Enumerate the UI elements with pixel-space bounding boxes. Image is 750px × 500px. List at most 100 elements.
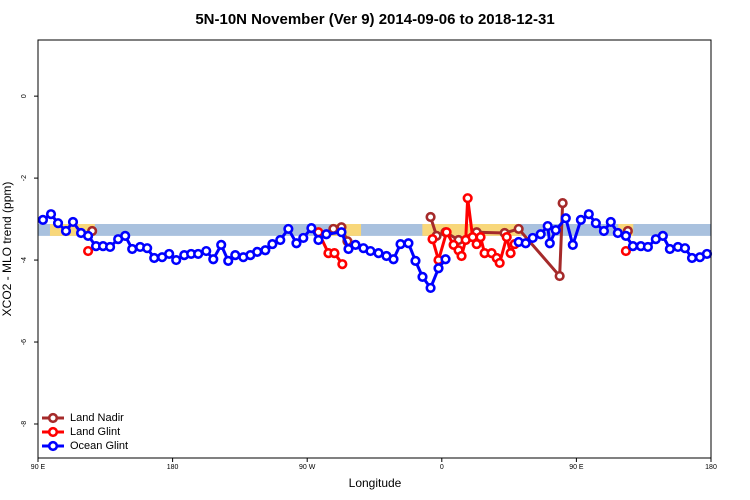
- point: [52, 218, 64, 229]
- point: [575, 214, 586, 226]
- point: [67, 216, 79, 228]
- point: [275, 234, 286, 246]
- point: [560, 213, 571, 224]
- point: [60, 225, 72, 237]
- point: [657, 230, 668, 241]
- point: [433, 263, 444, 274]
- y-tick-label: -2: [21, 175, 28, 181]
- point: [475, 232, 486, 243]
- band: [422, 224, 522, 236]
- band: [38, 224, 711, 236]
- point: [321, 229, 332, 240]
- y-tick-label: -6: [21, 339, 28, 345]
- point: [216, 239, 227, 251]
- band: [331, 224, 362, 236]
- legend-marker: [47, 426, 59, 438]
- point: [306, 223, 317, 234]
- point: [557, 198, 568, 209]
- point: [554, 270, 565, 282]
- point: [501, 232, 512, 243]
- point: [260, 245, 271, 256]
- legend-marker: [47, 440, 59, 452]
- point: [686, 252, 698, 264]
- y-tick-label: -8: [21, 421, 28, 427]
- point: [171, 254, 182, 266]
- point: [298, 232, 309, 244]
- x-axis-label: Longitude: [349, 476, 402, 490]
- x-tick-label: 90 E: [569, 464, 584, 471]
- point: [283, 223, 294, 235]
- x-tick-label: 0: [440, 464, 444, 471]
- x-tick-label: 180: [705, 464, 717, 471]
- point: [208, 254, 219, 265]
- point: [440, 254, 451, 265]
- point: [37, 214, 49, 226]
- point: [550, 225, 561, 236]
- point: [336, 227, 347, 238]
- point: [223, 255, 234, 266]
- point: [291, 238, 302, 249]
- point: [456, 250, 467, 262]
- point: [494, 257, 505, 269]
- point: [567, 239, 578, 251]
- point: [267, 238, 278, 250]
- point: [612, 227, 623, 239]
- point: [403, 238, 414, 249]
- point: [252, 246, 263, 257]
- point: [598, 225, 610, 237]
- band: [49, 224, 95, 236]
- point: [365, 245, 376, 257]
- point: [395, 238, 406, 250]
- legend-label: Land Nadir: [70, 412, 124, 424]
- y-axis-label: XCO2 - MLO trend (ppm): [0, 182, 14, 317]
- chart-title: 5N-10N November (Ver 9) 2014-09-06 to 20…: [195, 11, 554, 28]
- point: [373, 247, 384, 259]
- point: [664, 243, 675, 255]
- point: [83, 245, 94, 257]
- x-tick-label: 90 W: [299, 464, 316, 471]
- point: [425, 211, 436, 223]
- legend-label: Land Glint: [70, 426, 120, 438]
- point: [337, 259, 348, 270]
- point: [127, 243, 138, 255]
- legend-marker: [47, 412, 59, 424]
- point: [544, 238, 555, 249]
- x-tick-label: 90 E: [31, 464, 46, 471]
- point: [620, 245, 632, 257]
- point: [542, 220, 553, 232]
- point: [605, 216, 616, 228]
- x-tick-label: 180: [167, 464, 179, 471]
- point: [427, 234, 438, 245]
- point: [583, 209, 594, 220]
- point: [149, 252, 160, 264]
- point: [230, 250, 241, 261]
- plot-frame: [37, 39, 712, 459]
- point: [417, 271, 428, 282]
- point: [425, 282, 436, 294]
- point: [45, 209, 57, 220]
- point: [201, 245, 212, 257]
- point: [462, 193, 473, 204]
- point: [388, 254, 399, 265]
- point: [164, 248, 175, 260]
- point: [590, 218, 601, 229]
- point: [520, 238, 531, 249]
- point: [104, 241, 116, 253]
- point: [513, 223, 524, 235]
- point: [142, 243, 153, 254]
- point: [313, 234, 324, 246]
- point: [120, 230, 131, 241]
- point: [505, 247, 516, 259]
- point: [627, 241, 639, 252]
- point: [193, 248, 204, 260]
- point: [679, 243, 691, 254]
- point: [642, 241, 653, 253]
- point: [527, 232, 538, 244]
- point: [83, 230, 94, 241]
- legend-label: Ocean Glint: [70, 440, 128, 452]
- point: [701, 248, 713, 260]
- point: [343, 243, 354, 255]
- point: [441, 227, 452, 238]
- point: [535, 229, 546, 240]
